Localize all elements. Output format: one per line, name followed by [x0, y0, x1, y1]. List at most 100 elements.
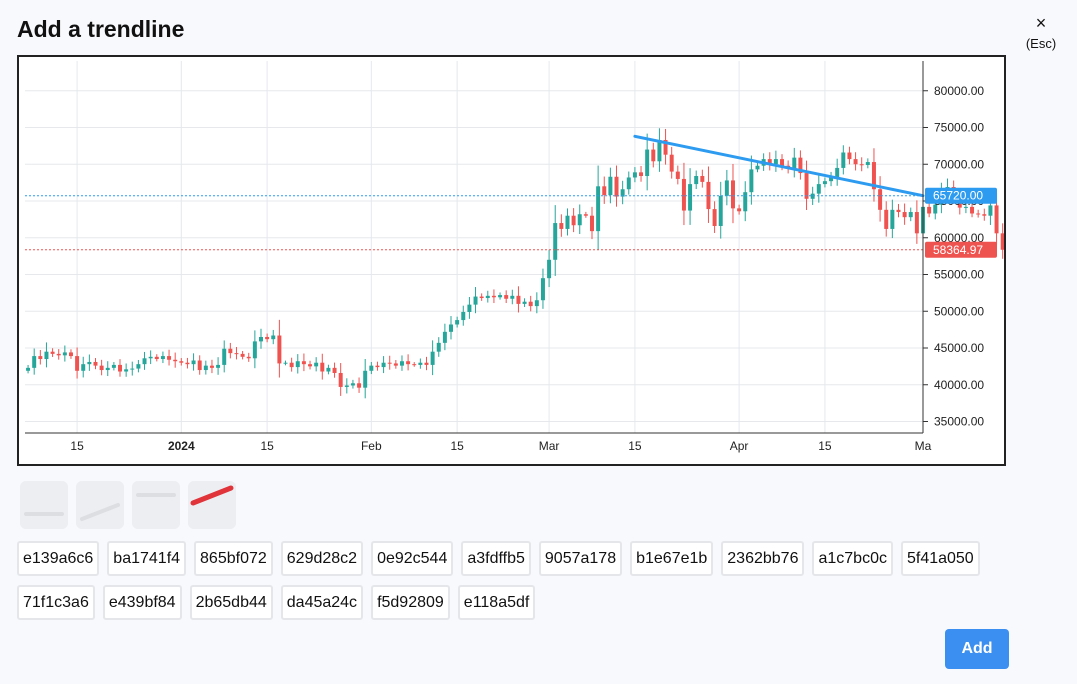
y-tick-label: 35000.00 — [934, 415, 984, 429]
candle-body — [455, 320, 460, 325]
candle-body — [265, 336, 270, 340]
candle-body — [222, 348, 227, 365]
candle-body — [105, 367, 110, 371]
hash-button[interactable]: a1c7bc0c — [812, 541, 893, 576]
x-tick-label: 15 — [450, 439, 464, 453]
candle-body — [277, 335, 282, 364]
candle-body — [246, 356, 251, 359]
candle-body — [375, 365, 380, 368]
candle-body — [810, 193, 815, 199]
candle-body — [773, 159, 778, 165]
add-button[interactable]: Add — [945, 629, 1009, 669]
candle-body — [442, 331, 447, 343]
candle-body — [663, 139, 668, 155]
candle-body — [344, 385, 349, 387]
candle-body — [259, 336, 263, 342]
hash-button[interactable]: 629d28c2 — [280, 541, 364, 576]
hash-button[interactable]: b1e67e1b — [630, 541, 714, 576]
candle-body — [1000, 233, 1004, 250]
candle-body — [148, 356, 153, 359]
candle-body — [228, 348, 233, 354]
candle-body — [681, 178, 686, 211]
candlestick-chart[interactable]: 35000.00 40000.00 45000.00 50000.00 55000.00… — [19, 57, 1004, 464]
hash-button[interactable]: ba1741f4 — [107, 541, 187, 576]
candle-body — [626, 177, 631, 190]
hash-button[interactable]: 2b65db44 — [189, 585, 273, 620]
candle-body — [571, 215, 576, 226]
hash-button[interactable]: e118a5df — [457, 585, 536, 620]
trendline-style-button[interactable] — [188, 481, 236, 529]
candle-body — [608, 176, 613, 196]
candle-body — [504, 295, 509, 299]
x-tick-label: Ma — [915, 439, 932, 453]
candle-body — [804, 173, 809, 199]
candle-body — [829, 177, 834, 182]
candle-body — [118, 364, 123, 372]
candle-body — [865, 162, 870, 165]
hash-button[interactable]: 71f1c3a6 — [17, 585, 95, 620]
x-tick-label: Mar — [539, 439, 560, 453]
close-button[interactable]: × (Esc) — [1015, 14, 1067, 51]
candle-body — [970, 206, 975, 214]
candle-body — [590, 215, 594, 232]
candle-body — [577, 214, 582, 226]
hash-button[interactable]: e439bf84 — [102, 585, 182, 620]
candle-body — [142, 358, 147, 365]
candle-body — [32, 356, 37, 368]
x-tick-label: 15 — [260, 439, 274, 453]
candle-body — [933, 204, 938, 214]
close-icon[interactable]: × — [1035, 13, 1047, 33]
candle-body — [491, 295, 496, 298]
hash-button[interactable]: 5f41a050 — [900, 541, 980, 576]
price-chart[interactable]: 35000.00 40000.00 45000.00 50000.00 55000.00… — [17, 55, 1006, 466]
hash-button[interactable]: e139a6c6 — [17, 541, 100, 576]
hash-button[interactable]: 865bf072 — [194, 541, 273, 576]
hash-row-1: e139a6c6 ba1741f4 865bf072 629d28c2 0e92… — [17, 541, 980, 576]
x-tick-label: 2024 — [168, 439, 195, 453]
candle-body — [835, 167, 840, 178]
candle-body — [252, 341, 257, 359]
candle-body — [902, 212, 907, 218]
x-tick-label: 15 — [818, 439, 832, 453]
candle-body — [271, 335, 276, 340]
candle-body — [908, 212, 913, 218]
candle-body — [357, 383, 362, 388]
candle-body — [859, 164, 864, 166]
candle-body — [234, 353, 239, 355]
hash-button[interactable]: a3fdffb5 — [461, 541, 531, 576]
diagonal-line-style-button[interactable] — [76, 481, 124, 529]
candle-body — [645, 149, 650, 177]
hash-button[interactable]: 9057a178 — [538, 541, 623, 576]
candle-body — [767, 159, 772, 165]
candle-body — [737, 208, 742, 212]
candle-body — [822, 181, 827, 185]
horizontal-line-style-button[interactable] — [20, 481, 68, 529]
candle-body — [87, 361, 92, 365]
candle-body — [479, 296, 484, 299]
candle-body — [792, 157, 797, 169]
horizontal-upper-line-style-button[interactable] — [132, 481, 180, 529]
candle-body — [160, 356, 165, 360]
candle-body — [632, 172, 637, 178]
hash-button[interactable]: 0e92c544 — [371, 541, 454, 576]
candle-body — [75, 356, 80, 371]
candle-body — [853, 159, 858, 165]
candle-body — [675, 171, 680, 179]
hash-button[interactable]: da45a24c — [280, 585, 364, 620]
candle-body — [467, 304, 472, 312]
candle-body — [124, 369, 129, 372]
candle-body — [871, 162, 876, 190]
candle-body — [841, 152, 846, 168]
hash-button[interactable]: f5d92809 — [371, 585, 450, 620]
candle-body — [540, 278, 545, 301]
candle-body — [130, 368, 135, 370]
trendline[interactable] — [633, 134, 925, 198]
candle-body — [700, 176, 705, 182]
candle-body — [240, 353, 245, 357]
last-price-label: 58364.97 — [933, 243, 983, 257]
hash-button[interactable]: 2362bb76 — [721, 541, 805, 576]
trendline-price-label: 65720.00 — [933, 189, 983, 203]
candle-body — [718, 195, 723, 226]
candle-body — [185, 362, 190, 365]
candle-body — [308, 364, 313, 367]
